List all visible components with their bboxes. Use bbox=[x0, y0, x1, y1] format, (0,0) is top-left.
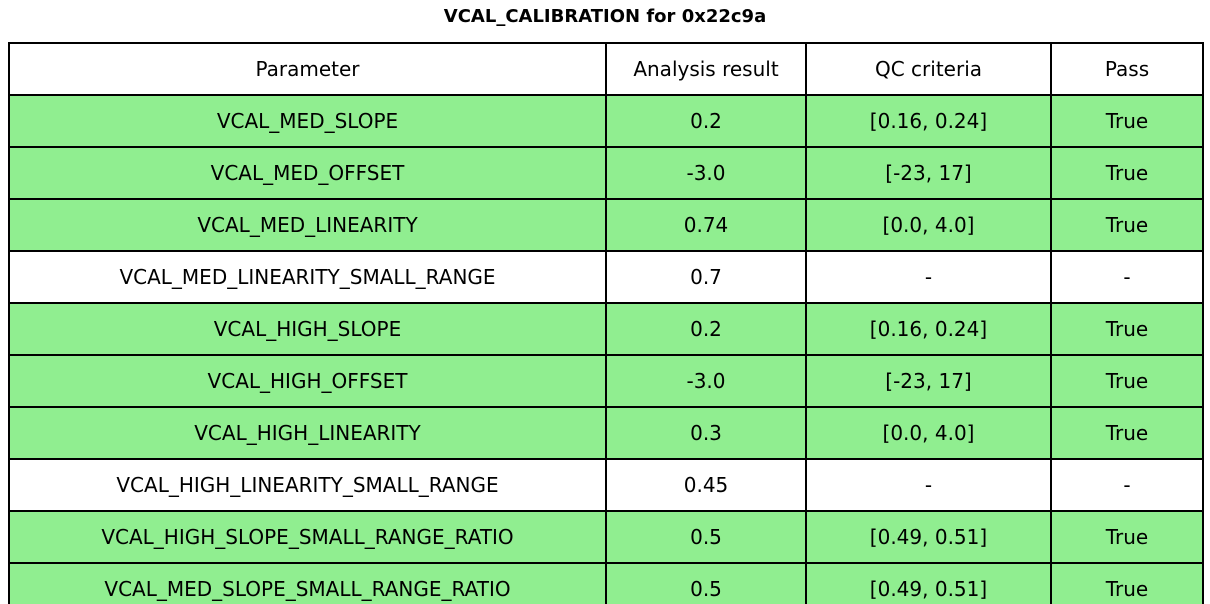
cell-pass: True bbox=[1050, 146, 1204, 200]
cell-qc-criteria: [-23, 17] bbox=[805, 146, 1052, 200]
table-row: VCAL_MED_OFFSET -3.0 [-23, 17] True bbox=[8, 146, 1204, 200]
cell-analysis-result: 0.7 bbox=[605, 250, 807, 304]
cell-pass: - bbox=[1050, 250, 1204, 304]
cell-analysis-result: 0.3 bbox=[605, 406, 807, 460]
cell-parameter: VCAL_MED_SLOPE_SMALL_RANGE_RATIO bbox=[8, 562, 607, 604]
cell-analysis-result: 0.74 bbox=[605, 198, 807, 252]
cell-parameter: VCAL_MED_LINEARITY_SMALL_RANGE bbox=[8, 250, 607, 304]
table-row: VCAL_MED_SLOPE 0.2 [0.16, 0.24] True bbox=[8, 94, 1204, 148]
cell-parameter: VCAL_MED_OFFSET bbox=[8, 146, 607, 200]
table-body: VCAL_MED_SLOPE 0.2 [0.16, 0.24] True VCAL_ME… bbox=[8, 94, 1204, 604]
cell-qc-criteria: [0.16, 0.24] bbox=[805, 302, 1052, 356]
cell-qc-criteria: [0.16, 0.24] bbox=[805, 94, 1052, 148]
cell-qc-criteria: - bbox=[805, 250, 1052, 304]
cell-analysis-result: 0.5 bbox=[605, 510, 807, 564]
cell-qc-criteria: [0.49, 0.51] bbox=[805, 510, 1052, 564]
column-header-parameter: Parameter bbox=[8, 42, 607, 96]
cell-parameter: VCAL_HIGH_SLOPE_SMALL_RANGE_RATIO bbox=[8, 510, 607, 564]
cell-analysis-result: 0.2 bbox=[605, 302, 807, 356]
cell-qc-criteria: [-23, 17] bbox=[805, 354, 1052, 408]
cell-analysis-result: 0.5 bbox=[605, 562, 807, 604]
column-header-qc-criteria: QC criteria bbox=[805, 42, 1052, 96]
cell-pass: True bbox=[1050, 562, 1204, 604]
cell-parameter: VCAL_HIGH_SLOPE bbox=[8, 302, 607, 356]
table-row: VCAL_HIGH_LINEARITY_SMALL_RANGE 0.45- - bbox=[8, 458, 1204, 512]
cell-pass: True bbox=[1050, 406, 1204, 460]
cell-pass: True bbox=[1050, 198, 1204, 252]
table-row: VCAL_MED_LINEARITY_SMALL_RANGE 0.7- - bbox=[8, 250, 1204, 304]
cell-analysis-result: 0.2 bbox=[605, 94, 807, 148]
table-row: VCAL_MED_SLOPE_SMALL_RANGE_RATIO 0.5 [0.49… bbox=[8, 562, 1204, 604]
cell-parameter: VCAL_MED_SLOPE bbox=[8, 94, 607, 148]
cell-pass: True bbox=[1050, 510, 1204, 564]
cell-parameter: VCAL_HIGH_OFFSET bbox=[8, 354, 607, 408]
table-row: VCAL_HIGH_SLOPE 0.2 [0.16, 0.24] True bbox=[8, 302, 1204, 356]
cell-pass: - bbox=[1050, 458, 1204, 512]
column-header-pass: Pass bbox=[1050, 42, 1204, 96]
cell-analysis-result: 0.45 bbox=[605, 458, 807, 512]
cell-qc-criteria: [0.49, 0.51] bbox=[805, 562, 1052, 604]
cell-pass: True bbox=[1050, 94, 1204, 148]
qc-table: Parameter Analysis result QC criteria Pa… bbox=[8, 42, 1204, 604]
table-row: VCAL_HIGH_SLOPE_SMALL_RANGE_RATIO 0.5 [0.4… bbox=[8, 510, 1204, 564]
column-header-analysis-result: Analysis result bbox=[605, 42, 807, 96]
cell-parameter: VCAL_MED_LINEARITY bbox=[8, 198, 607, 252]
table-row: VCAL_MED_LINEARITY 0.74 [0.0, 4.0] True bbox=[8, 198, 1204, 252]
cell-pass: True bbox=[1050, 354, 1204, 408]
header-row: Parameter Analysis result QC criteria Pa… bbox=[8, 42, 1204, 96]
cell-qc-criteria: - bbox=[805, 458, 1052, 512]
cell-qc-criteria: [0.0, 4.0] bbox=[805, 406, 1052, 460]
cell-parameter: VCAL_HIGH_LINEARITY_SMALL_RANGE bbox=[8, 458, 607, 512]
cell-pass: True bbox=[1050, 302, 1204, 356]
table-row: VCAL_HIGH_OFFSET -3.0 [-23, 17] True bbox=[8, 354, 1204, 408]
cell-analysis-result: -3.0 bbox=[605, 354, 807, 408]
table-row: VCAL_HIGH_LINEARITY 0.3 [0.0, 4.0] True bbox=[8, 406, 1204, 460]
page-title: VCAL_CALIBRATION for 0x22c9a bbox=[443, 6, 767, 27]
cell-analysis-result: -3.0 bbox=[605, 146, 807, 200]
cell-parameter: VCAL_HIGH_LINEARITY bbox=[8, 406, 607, 460]
cell-qc-criteria: [0.0, 4.0] bbox=[805, 198, 1052, 252]
